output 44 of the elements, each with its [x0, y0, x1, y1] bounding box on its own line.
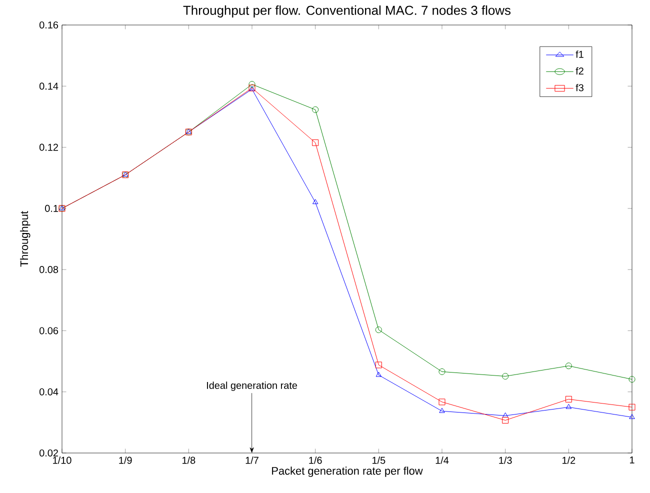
legend-label: f2 — [576, 67, 584, 74]
point — [312, 106, 319, 113]
point — [438, 368, 446, 375]
y-tick-label: 0.12 — [39, 144, 58, 151]
point — [248, 81, 256, 88]
x-tick-label: 1 — [630, 456, 634, 464]
x-tick-label: 1/9 — [119, 456, 132, 464]
point — [502, 373, 509, 380]
legend-label: f3 — [576, 84, 584, 92]
x-tick-label: 1/10 — [53, 456, 72, 464]
x-tick-label: 1/8 — [182, 456, 196, 464]
y-tick-label: 0.02 — [39, 449, 58, 457]
x-axis-title: Packet generation rate per flow — [272, 466, 423, 477]
point — [629, 414, 635, 419]
point — [628, 376, 636, 383]
point — [439, 408, 445, 413]
x-tick-label: 1/4 — [436, 456, 449, 464]
point — [502, 412, 508, 418]
point — [566, 404, 572, 409]
point — [312, 199, 318, 204]
y-tick-label: 0.14 — [39, 82, 58, 90]
y-tick-label: 0.16 — [39, 21, 58, 29]
point — [438, 398, 446, 406]
point — [375, 326, 382, 334]
point — [565, 396, 572, 402]
x-tick-label: 1/2 — [562, 456, 576, 464]
point — [628, 404, 636, 410]
x-tick-label: 1/5 — [372, 456, 386, 464]
y-tick-label: 0.08 — [39, 266, 58, 274]
point — [565, 362, 572, 370]
y-axis-title: Throughput — [20, 211, 30, 267]
x-tick-label: 1/7 — [246, 456, 258, 464]
x-tick-label: 1/6 — [309, 456, 322, 464]
chart-title: Throughput per flow. Conventional MAC. 7 nodes 3 flows — [183, 5, 511, 18]
x-tick-label: 1/3 — [499, 456, 512, 464]
y-tick-label: 0.06 — [39, 327, 58, 334]
point — [376, 372, 382, 377]
legend-label: f1 — [576, 50, 584, 58]
point — [502, 417, 509, 424]
annotation: Ideal generation rate — [207, 382, 298, 391]
point — [375, 362, 382, 368]
point — [312, 139, 319, 146]
y-tick-label: 0.1 — [45, 204, 58, 212]
y-tick-label: 0.04 — [39, 388, 58, 396]
